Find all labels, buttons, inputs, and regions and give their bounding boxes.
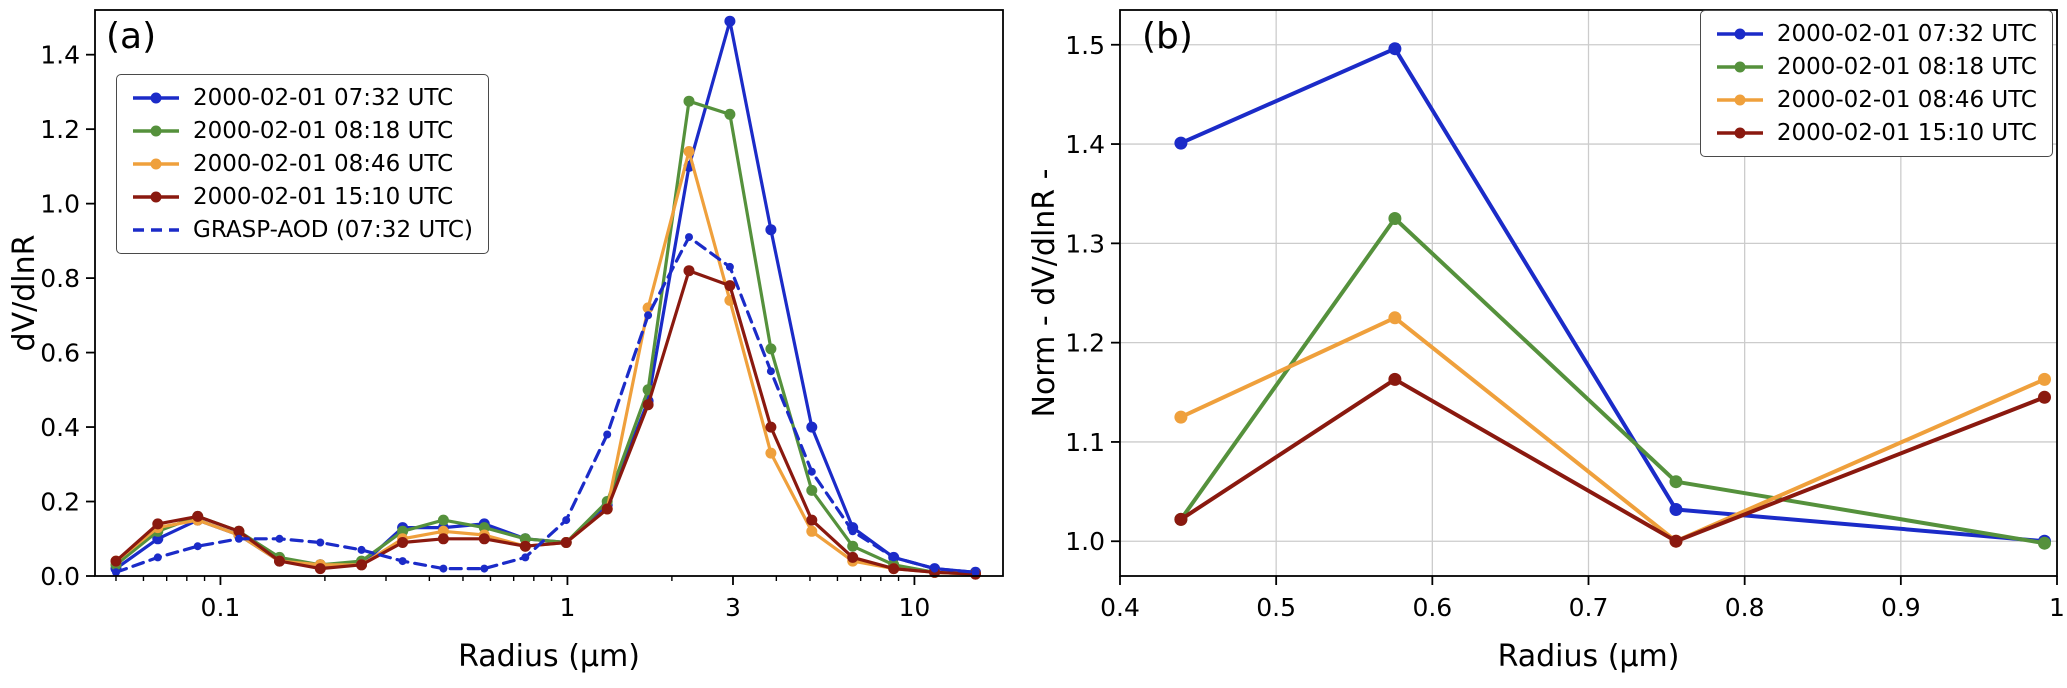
svg-text:0.6: 0.6 [1412, 593, 1452, 622]
svg-text:0.1: 0.1 [201, 593, 241, 622]
legend-item: 2000-02-01 07:32 UTC [1716, 19, 2037, 49]
legend-label: 2000-02-01 07:32 UTC [193, 85, 454, 111]
svg-text:0.4: 0.4 [1100, 593, 1140, 622]
legend-item: 2000-02-01 15:10 UTC [1716, 118, 2037, 148]
legend-label: 2000-02-01 08:18 UTC [1776, 54, 2037, 80]
panel-a-label: (a) [106, 16, 157, 57]
svg-text:1.0: 1.0 [40, 190, 80, 219]
legend-swatch-line [132, 122, 180, 140]
svg-text:3: 3 [725, 593, 741, 622]
axes: 0.1 1 3 10 0.0 0.2 0.4 0.6 0.8 1.0 1.2 1.4 Radius (µ… [7, 9, 1004, 674]
x-axis-label: Radius (µm) [458, 639, 640, 674]
series-4 [112, 233, 980, 577]
svg-text:1.2: 1.2 [1065, 329, 1105, 358]
series-0 [1174, 42, 2051, 548]
series-3 [1174, 372, 2051, 548]
svg-text:1.0: 1.0 [1065, 527, 1105, 556]
svg-text:0.6: 0.6 [40, 339, 80, 368]
svg-text:1.2: 1.2 [40, 115, 80, 144]
axes: 0.4 0.5 0.6 0.7 0.8 0.9 1 1.0 1.1 1.2 1.3 1.4 1.5 Rad… [1027, 9, 2065, 674]
panel-b-label: (b) [1142, 16, 1193, 57]
svg-text:1: 1 [559, 593, 575, 622]
svg-text:0.8: 0.8 [40, 264, 80, 293]
legend-swatch-line [132, 155, 180, 173]
panel-a-legend: 2000-02-01 07:32 UTC 2000-02-01 08:18 UT… [116, 74, 489, 254]
legend-label: 2000-02-01 07:32 UTC [1776, 21, 2037, 47]
panel-a: 0.1 1 3 10 0.0 0.2 0.4 0.6 0.8 1.0 1.2 1.4 Radius (µ… [0, 0, 1015, 688]
panel-b: 0.4 0.5 0.6 0.7 0.8 0.9 1 1.0 1.1 1.2 1.3 1.4 1.5 Rad… [1020, 0, 2067, 688]
panel-a-plot: 0.1 1 3 10 0.0 0.2 0.4 0.6 0.8 1.0 1.2 1.4 Radius (µ… [7, 9, 1004, 674]
series-1 [1174, 212, 2051, 550]
legend-swatch-line [132, 89, 180, 107]
legend-swatch-line [1716, 124, 1764, 142]
svg-text:0.5: 0.5 [1256, 593, 1296, 622]
svg-text:10: 10 [899, 593, 931, 622]
legend-swatch-line [1716, 58, 1764, 76]
legend-item: 2000-02-01 07:32 UTC [132, 83, 473, 113]
svg-text:0.9: 0.9 [1881, 593, 1921, 622]
x-axis-label: Radius (µm) [1498, 639, 1680, 674]
svg-text:0.0: 0.0 [40, 562, 80, 591]
svg-text:1.4: 1.4 [40, 41, 80, 70]
svg-text:1.5: 1.5 [1065, 31, 1105, 60]
y-axis-label: dV/dlnR [7, 235, 42, 352]
svg-text:1.1: 1.1 [1065, 428, 1105, 457]
legend-label: GRASP-AOD (07:32 UTC) [193, 217, 473, 243]
legend-label: 2000-02-01 15:10 UTC [193, 184, 454, 210]
legend-swatch-line [1716, 91, 1764, 109]
panel-b-legend: 2000-02-01 07:32 UTC 2000-02-01 08:18 UT… [1699, 10, 2053, 157]
legend-swatch-dashed-line [132, 221, 180, 239]
svg-text:1.3: 1.3 [1065, 229, 1105, 258]
svg-text:0.8: 0.8 [1725, 593, 1765, 622]
svg-text:0.2: 0.2 [40, 488, 80, 517]
svg-text:1.4: 1.4 [1065, 130, 1105, 159]
y-axis-label: Norm - dV/dlnR - [1027, 169, 1062, 418]
legend-label: 2000-02-01 08:18 UTC [193, 118, 454, 144]
svg-text:0.4: 0.4 [40, 413, 80, 442]
legend-swatch-line [132, 188, 180, 206]
svg-text:0.7: 0.7 [1569, 593, 1609, 622]
legend-label: 2000-02-01 08:46 UTC [1776, 87, 2037, 113]
legend-item: 2000-02-01 08:46 UTC [1716, 85, 2037, 115]
legend-item: 2000-02-01 15:10 UTC [132, 182, 473, 212]
legend-label: 2000-02-01 08:46 UTC [193, 151, 454, 177]
legend-swatch-line [1716, 25, 1764, 43]
legend-item: 2000-02-01 08:46 UTC [132, 149, 473, 179]
panel-b-plot: 0.4 0.5 0.6 0.7 0.8 0.9 1 1.0 1.1 1.2 1.3 1.4 1.5 Rad… [1027, 9, 2065, 674]
legend-item: 2000-02-01 08:18 UTC [1716, 52, 2037, 82]
legend-label: 2000-02-01 15:10 UTC [1776, 120, 2037, 146]
legend-item: 2000-02-01 08:18 UTC [132, 116, 473, 146]
series-3 [110, 265, 981, 580]
legend-item: GRASP-AOD (07:32 UTC) [132, 215, 473, 245]
svg-text:1: 1 [2049, 593, 2065, 622]
